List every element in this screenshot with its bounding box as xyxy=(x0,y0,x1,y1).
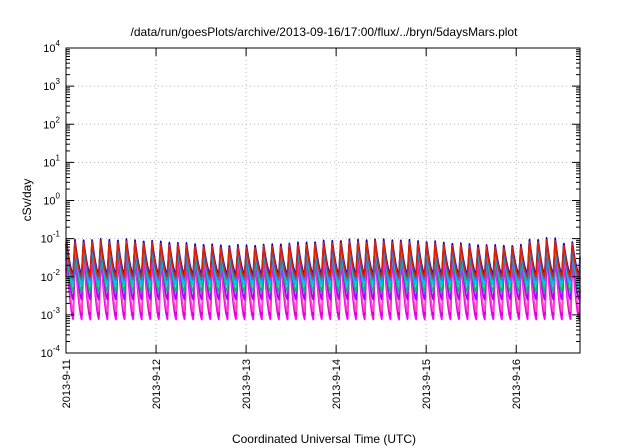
x-axis: 2013-9-11 2013-9-12 2013-9-13 2013-9-14 2013… xyxy=(61,48,523,409)
y-tick-label: 101 xyxy=(43,153,60,169)
x-tick-label: 2013-9-12 xyxy=(151,359,163,409)
y-tick-label: 10-4 xyxy=(41,344,61,360)
y-axis: 10-4 10-3 10-2 10-1 100 101 102 103 104 xyxy=(41,39,580,360)
y-tick-label: 10-3 xyxy=(41,306,61,322)
chart-title: /data/run/goesPlots/archive/2013-09-16/1… xyxy=(131,25,519,39)
y-tick-label: 104 xyxy=(43,39,60,55)
series-line xyxy=(65,239,581,278)
x-axis-label: Coordinated Universal Time (UTC) xyxy=(232,432,416,446)
y-tick-label: 102 xyxy=(43,115,60,131)
x-tick-label: 2013-9-15 xyxy=(421,359,433,409)
y-tick-label: 103 xyxy=(43,77,60,93)
y-tick-label: 100 xyxy=(43,192,60,208)
y-tick-label: 10-2 xyxy=(41,268,61,284)
x-tick-label: 2013-9-14 xyxy=(331,359,343,409)
x-tick-label: 2013-9-16 xyxy=(511,359,523,409)
y-axis-label: cSv/day xyxy=(20,179,34,222)
x-tick-label: 2013-9-13 xyxy=(241,359,253,409)
y-tick-label: 10-1 xyxy=(41,230,61,246)
series-group xyxy=(65,237,581,321)
x-tick-label: 2013-9-11 xyxy=(61,359,73,408)
